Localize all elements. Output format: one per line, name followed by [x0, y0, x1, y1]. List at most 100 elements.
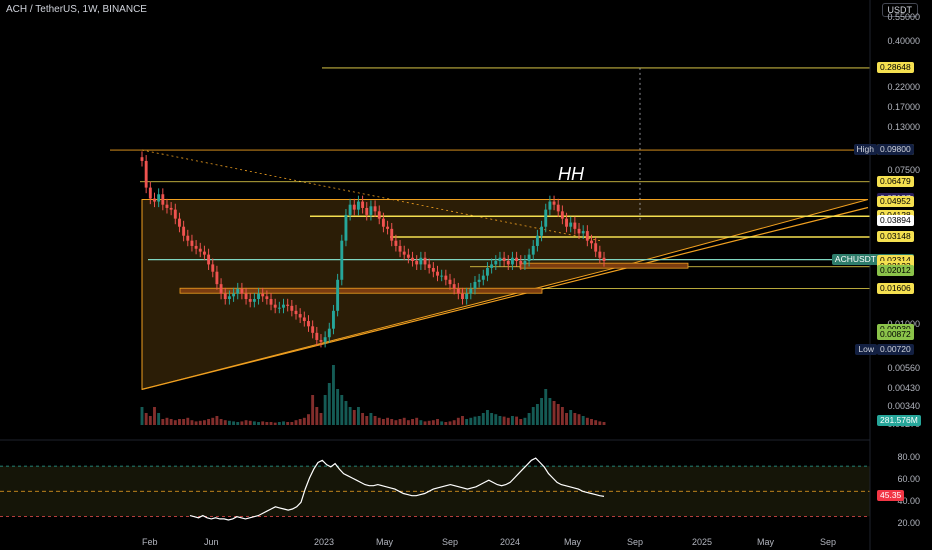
price-tick-label: 0.22000: [887, 82, 920, 93]
candle-body: [356, 201, 360, 210]
candle-body: [369, 206, 373, 215]
symbol-title[interactable]: ACH / TetherUS, 1W, BINANCE: [6, 4, 147, 15]
volume-bar: [381, 419, 385, 425]
candle-body: [506, 261, 510, 265]
candle-body: [240, 288, 244, 294]
candle-body: [594, 243, 598, 252]
candle-body: [327, 328, 331, 338]
price-tag[interactable]: 0.28648: [877, 61, 914, 73]
volume-bar: [153, 407, 156, 425]
candle-body: [323, 337, 327, 342]
volume-bar: [444, 422, 448, 425]
time-tick-label: May: [757, 537, 775, 547]
volume-bar: [144, 413, 148, 425]
volume-bar: [182, 419, 186, 425]
candle-body: [215, 271, 219, 285]
volume-bar: [294, 420, 298, 425]
price-tag[interactable]: 0.00720: [877, 343, 914, 355]
price-tag[interactable]: 0.03894: [877, 214, 914, 226]
candle-body: [261, 293, 265, 297]
volume-bar: [590, 419, 593, 425]
candle-body: [194, 245, 198, 249]
volume-bar: [373, 416, 377, 425]
volume-bar: [240, 421, 244, 425]
volume-bar: [394, 420, 398, 425]
candle-body: [140, 157, 144, 161]
volume-bar: [365, 416, 369, 425]
volume-bar: [502, 416, 506, 425]
candle-body: [173, 209, 177, 219]
candle-body: [515, 257, 519, 262]
candle-body: [153, 198, 156, 202]
price-tag[interactable]: 0.02314: [877, 254, 914, 266]
candle-body: [481, 275, 485, 280]
candle-body: [207, 254, 211, 265]
volume-bar: [515, 416, 519, 425]
price-tag[interactable]: 0.02012: [877, 265, 914, 277]
rsi-tick-label: 20.00: [897, 518, 920, 529]
price-tag[interactable]: 0.01606: [877, 282, 914, 294]
time-tick-label: Sep: [442, 537, 459, 547]
candle-body: [452, 284, 456, 289]
volume-bar: [244, 420, 248, 425]
hh-annotation: HH: [558, 164, 585, 184]
price-tag[interactable]: 0.04952: [877, 196, 914, 208]
rsi-current-tag: 45.35: [877, 490, 905, 502]
volume-bar: [577, 414, 581, 425]
volume-bar: [219, 419, 223, 425]
volume-bar: [269, 422, 273, 425]
price-tag[interactable]: 0.03148: [877, 230, 914, 242]
volume-bar: [257, 422, 260, 425]
candle-body: [569, 222, 573, 227]
candle-body: [257, 293, 260, 300]
time-tick-label: 2023: [314, 537, 335, 547]
candle-body: [336, 279, 340, 311]
candle-body: [494, 261, 498, 265]
volume-bar: [386, 417, 390, 425]
price-tick-label: 0.07500: [887, 164, 920, 175]
volume-bar: [369, 413, 373, 425]
price-unit-badge[interactable]: USDT: [881, 3, 918, 17]
time-tick-label: May: [564, 537, 582, 547]
volume-bar: [215, 416, 219, 425]
price-tag[interactable]: 0.09800: [877, 144, 914, 156]
candle-body: [544, 209, 548, 227]
candle-body: [436, 271, 439, 276]
volume-bar: [286, 422, 290, 425]
volume-bar: [169, 419, 173, 425]
candle-body: [144, 160, 148, 188]
volume-bar: [302, 417, 306, 425]
candle-body: [431, 267, 435, 272]
candle-body: [298, 314, 302, 318]
volume-bar: [419, 420, 423, 425]
volume-bar: [523, 417, 527, 425]
price-tag[interactable]: 0.06479: [877, 175, 914, 187]
candle-body: [585, 231, 589, 241]
price-tag-prefix: Low: [855, 343, 877, 355]
volume-bar: [236, 422, 240, 425]
volume-bar: [148, 416, 152, 425]
candle-body: [377, 211, 381, 219]
volume-bar: [406, 420, 410, 425]
volume-bar: [573, 413, 577, 425]
candle-body: [211, 264, 215, 272]
candle-body: [394, 240, 398, 246]
volume-bar: [248, 420, 252, 425]
price-tag[interactable]: 0.00872: [877, 329, 914, 341]
volume-bar: [298, 419, 302, 425]
candle-body: [348, 204, 352, 215]
volume-bar: [411, 419, 414, 425]
candle-body: [302, 317, 306, 322]
volume-bar: [594, 420, 598, 425]
candle-body: [265, 296, 269, 300]
rsi-tick-label: 40.00: [897, 496, 920, 507]
volume-bar: [390, 419, 394, 425]
volume-bar: [173, 420, 177, 425]
candle-body: [277, 307, 281, 309]
candle-body: [406, 254, 410, 258]
volume-bar: [186, 417, 190, 425]
volume-bar: [461, 416, 464, 425]
volume-bar: [348, 407, 352, 425]
price-tick-label: 0.00560: [887, 363, 920, 374]
